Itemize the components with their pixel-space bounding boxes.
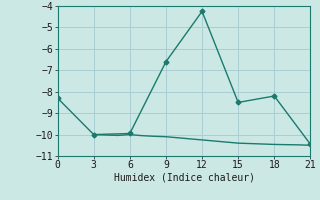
X-axis label: Humidex (Indice chaleur): Humidex (Indice chaleur) bbox=[114, 173, 254, 183]
